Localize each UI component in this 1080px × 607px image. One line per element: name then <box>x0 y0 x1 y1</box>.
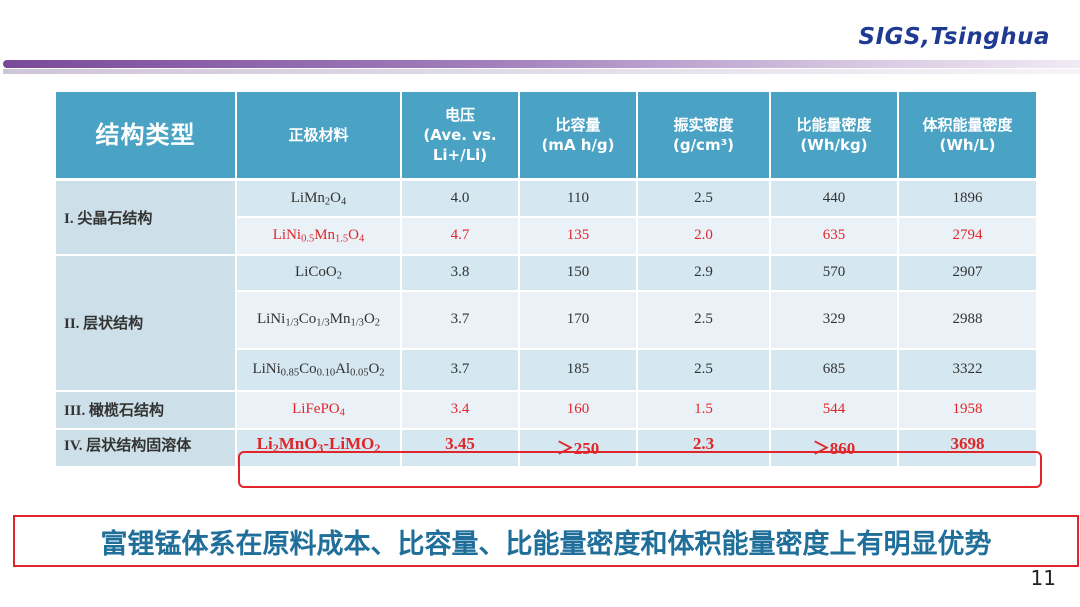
volumetric-energy-cell: 1896 <box>898 179 1038 218</box>
table-header-row: 结构类型 正极材料 电压 (Ave. vs. Li+/Li) 比容量 (mA h… <box>56 92 1038 181</box>
category-spinel: I. 尖晶石结构 <box>56 179 237 256</box>
table-row: LiNi1/3Co1/3Mn1/3O2 3.7 170 2.5 329 2988 <box>56 290 1038 350</box>
specific-energy-cell: 544 <box>770 390 899 430</box>
material-cell: LiCoO2 <box>236 254 402 292</box>
voltage-cell: 3.8 <box>401 254 520 292</box>
page-number: 11 <box>1030 566 1056 590</box>
header-material: 正极材料 <box>236 92 402 181</box>
conclusion-banner: 富锂锰体系在原料成本、比容量、比能量密度和体积能量密度上有明显优势 <box>13 515 1079 567</box>
header-specific-energy: 比能量密度 (Wh/kg) <box>770 92 899 181</box>
voltage-cell: 3.7 <box>401 348 520 392</box>
table-row: LiNi0.5Mn1.5O4 4.7 135 2.0 635 2794 <box>56 216 1038 256</box>
category-layered: II. 层状结构 <box>56 254 237 392</box>
material-cell: LiNi0.5Mn1.5O4 <box>236 216 402 256</box>
voltage-cell: 3.7 <box>401 290 520 350</box>
capacity-cell: 185 <box>519 348 638 392</box>
volumetric-energy-cell: 3698 <box>898 428 1038 468</box>
voltage-cell: 3.4 <box>401 390 520 430</box>
capacity-cell: 110 <box>519 179 638 218</box>
material-cell: LiNi1/3Co1/3Mn1/3O2 <box>236 290 402 350</box>
header-divider-bar <box>3 60 1080 68</box>
voltage-cell: 3.45 <box>401 428 520 468</box>
tap-density-cell: 2.0 <box>637 216 771 256</box>
category-layered-solid-solution: IV. 层状结构固溶体 <box>56 428 237 468</box>
highlight-box <box>238 451 1042 488</box>
volumetric-energy-cell: 2907 <box>898 254 1038 292</box>
table-row: LiNi0.85Co0.10Al0.05O2 3.7 185 2.5 685 3… <box>56 348 1038 392</box>
specific-energy-cell: 685 <box>770 348 899 392</box>
volumetric-energy-cell: 1958 <box>898 390 1038 430</box>
capacity-cell: 160 <box>519 390 638 430</box>
specific-energy-cell: 635 <box>770 216 899 256</box>
tap-density-cell: 2.5 <box>637 348 771 392</box>
capacity-cell: 150 <box>519 254 638 292</box>
header-divider-shadow <box>3 69 1080 74</box>
tap-density-cell: 1.5 <box>637 390 771 430</box>
brand-title: SIGS,Tsinghua <box>858 24 1050 50</box>
header-volumetric-energy: 体积能量密度 (Wh/L) <box>898 92 1038 181</box>
capacity-cell: 135 <box>519 216 638 256</box>
material-cell: LiFePO4 <box>236 390 402 430</box>
cathode-comparison-table: 结构类型 正极材料 电压 (Ave. vs. Li+/Li) 比容量 (mA h… <box>56 92 1038 468</box>
material-cell: Li2MnO3-LiMO2 <box>236 428 402 468</box>
specific-energy-cell: 329 <box>770 290 899 350</box>
header-capacity: 比容量 (mA h/g) <box>519 92 638 181</box>
capacity-cell: 170 <box>519 290 638 350</box>
voltage-cell: 4.0 <box>401 179 520 218</box>
category-olivine: III. 橄榄石结构 <box>56 390 237 430</box>
specific-energy-cell: 570 <box>770 254 899 292</box>
material-cell: LiMn2O4 <box>236 179 402 218</box>
capacity-cell: ＞250 <box>519 428 638 468</box>
volumetric-energy-cell: 3322 <box>898 348 1038 392</box>
material-cell: LiNi0.85Co0.10Al0.05O2 <box>236 348 402 392</box>
table-row: III. 橄榄石结构 LiFePO4 3.4 160 1.5 544 1958 <box>56 390 1038 430</box>
voltage-cell: 4.7 <box>401 216 520 256</box>
volumetric-energy-cell: 2794 <box>898 216 1038 256</box>
tap-density-cell: 2.5 <box>637 179 771 218</box>
volumetric-energy-cell: 2988 <box>898 290 1038 350</box>
tap-density-cell: 2.9 <box>637 254 771 292</box>
table-row: II. 层状结构 LiCoO2 3.8 150 2.9 570 2907 <box>56 254 1038 392</box>
table-row: I. 尖晶石结构 LiMn2O4 4.0 110 2.5 440 1896 <box>56 179 1038 256</box>
header-structure: 结构类型 <box>56 92 237 181</box>
header-voltage: 电压 (Ave. vs. Li+/Li) <box>401 92 520 181</box>
specific-energy-cell: 440 <box>770 179 899 218</box>
table-row-highlighted: IV. 层状结构固溶体 Li2MnO3-LiMO2 3.45 ＞250 2.3 … <box>56 428 1038 468</box>
tap-density-cell: 2.5 <box>637 290 771 350</box>
header-tap-density: 振实密度 (g/cm³) <box>637 92 771 181</box>
tap-density-cell: 2.3 <box>637 428 771 468</box>
